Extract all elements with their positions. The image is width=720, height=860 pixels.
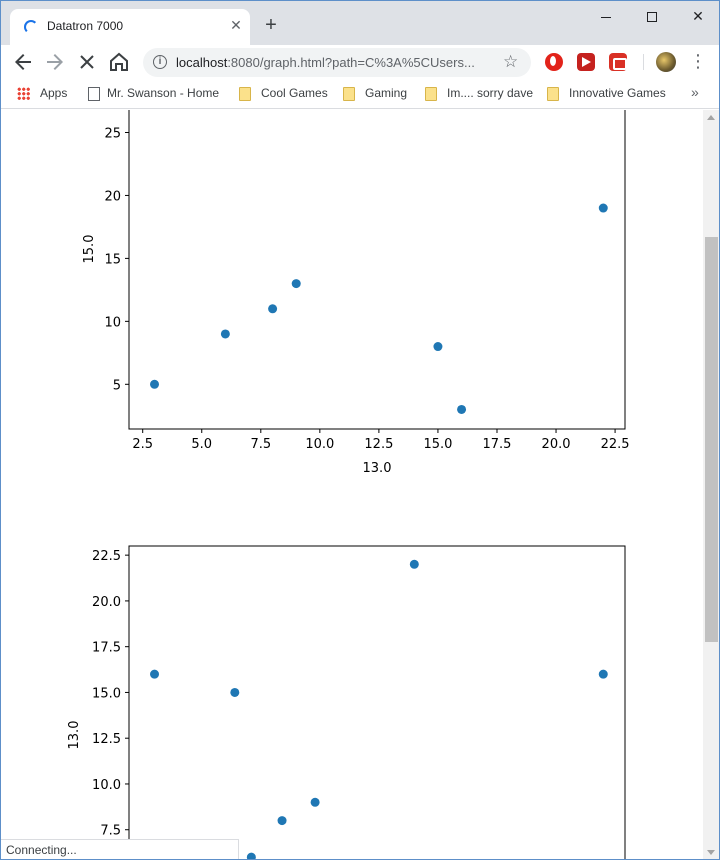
scroll-down-arrow-icon[interactable] [707, 850, 715, 855]
chart1-point-4 [433, 342, 443, 352]
chart1-plot-frame [128, 110, 626, 430]
bookmarks-bar: Apps Mr. Swanson - Home Cool Games Gamin… [1, 79, 719, 109]
chart1-point-1 [220, 329, 230, 339]
status-bubble: Connecting... [1, 839, 239, 859]
tab-strip: Datatron 7000 ✕ + ✕ [1, 1, 719, 45]
chart2-ytick-label-4: 17.5 [92, 641, 121, 656]
chart1-xtick-label-5: 15.0 [423, 437, 452, 452]
forward-arrow-icon [47, 54, 63, 70]
bookmark-sorry-dave[interactable]: Im.... sorry dave [447, 86, 534, 100]
chart2-point-4 [310, 797, 320, 807]
bookmarks-overflow-icon[interactable]: » [691, 84, 699, 100]
menu-dots-icon[interactable]: ⋮ [689, 51, 707, 71]
bookmark-gaming[interactable]: Gaming [365, 86, 408, 100]
url-host: localhost [176, 55, 228, 70]
chart1-ytick-label-2: 15 [104, 252, 121, 267]
opera-extension-icon[interactable] [545, 53, 563, 71]
chart1-point-5 [457, 404, 467, 414]
stop-x-icon [80, 55, 94, 69]
vertical-scrollbar[interactable] [703, 110, 719, 859]
chart2-point-5 [409, 559, 419, 569]
chart1-point-3 [291, 279, 301, 289]
forward-button[interactable] [43, 50, 67, 74]
browser-toolbar: i localhost:8080/graph.html?path=C%3A%5C… [1, 45, 719, 79]
bookmark-innovative-games[interactable]: Innovative Games [569, 86, 666, 100]
chart1-x-axis-label: 13.0 [363, 461, 392, 476]
tab-close-icon[interactable]: ✕ [230, 17, 242, 33]
tab-datatron[interactable]: Datatron 7000 ✕ [10, 9, 250, 45]
scroll-up-arrow-icon[interactable] [707, 115, 715, 120]
url-path: :8080/graph.html?path=C%3A%5CUsers... [227, 55, 475, 70]
stop-button[interactable] [75, 50, 99, 74]
folder-icon [343, 87, 355, 101]
url-text[interactable]: localhost:8080/graph.html?path=C%3A%5CUs… [176, 55, 475, 70]
back-arrow-icon [15, 54, 31, 70]
chart2-ytick-label-3: 15.0 [92, 686, 121, 701]
apps-grid-icon [17, 87, 30, 100]
chart2-point-6 [598, 669, 608, 679]
bookmark-cool-games[interactable]: Cool Games [261, 86, 328, 100]
tab-title: Datatron 7000 [47, 19, 124, 33]
chart2-ytick-label-2: 12.5 [92, 732, 121, 747]
home-icon [110, 52, 128, 71]
chart1-xtick-label-6: 17.5 [483, 437, 512, 452]
home-button[interactable] [107, 50, 131, 74]
info-icon[interactable]: i [153, 55, 167, 69]
chart2-ytick-label-6: 22.5 [92, 549, 121, 564]
chart2-point-0 [150, 669, 160, 679]
chart1-xtick-label-0: 2.5 [132, 437, 153, 452]
chart1-xtick-label-7: 20.0 [542, 437, 571, 452]
chart2-ytick-label-1: 10.0 [92, 778, 121, 793]
chart2-point-2 [246, 852, 256, 859]
minimize-button[interactable] [583, 1, 629, 31]
bookmark-star-icon[interactable]: ☆ [503, 52, 519, 71]
page-content: 5 10 15 20 25 2.5 5.0 7.5 10.0 12.5 15.0 17.5 20.0 22… [1, 110, 703, 859]
folder-icon [547, 87, 559, 101]
chart1-y-axis-label: 15.0 [82, 235, 97, 264]
chart1-xtick-label-2: 7.5 [250, 437, 271, 452]
chart1-ytick-label-0: 5 [113, 378, 121, 393]
maximize-icon [647, 12, 657, 23]
chart2-ytick-label-0: 7.5 [100, 824, 121, 839]
window-close-button[interactable]: ✕ [692, 8, 704, 24]
chart1-xtick-label-3: 10.0 [305, 437, 334, 452]
folder-icon [239, 87, 251, 101]
chart2-plot-frame [128, 545, 626, 859]
chart1-ytick-label-4: 25 [104, 126, 121, 141]
minimize-icon [601, 16, 611, 18]
chart2-y-axis-label: 13.0 [67, 721, 82, 750]
chart1-point-2 [268, 304, 278, 314]
bookmark-mr-swanson[interactable]: Mr. Swanson - Home [107, 86, 220, 100]
scroll-thumb[interactable] [705, 237, 718, 642]
loading-spinner-icon [24, 20, 38, 34]
maximize-button[interactable] [629, 1, 675, 31]
red-extension-icon[interactable] [609, 53, 627, 71]
bookmark-apps[interactable]: Apps [40, 86, 68, 100]
new-tab-button[interactable]: + [265, 14, 277, 36]
charts-canvas: 5 10 15 20 25 2.5 5.0 7.5 10.0 12.5 15.0 17.5 20.0 22… [67, 110, 630, 859]
profile-avatar[interactable] [656, 52, 676, 72]
chart1-point-0 [150, 379, 160, 389]
page-icon [88, 87, 100, 101]
folder-icon [425, 87, 437, 101]
chart1-ytick-label-3: 20 [104, 189, 121, 204]
back-button[interactable] [11, 50, 35, 74]
chart2-point-3 [277, 816, 287, 826]
chart1-xtick-label-4: 12.5 [364, 437, 393, 452]
chart2-ytick-label-5: 20.0 [92, 595, 121, 610]
video-extension-icon[interactable] [577, 53, 595, 71]
chart1-xtick-label-8: 22.5 [601, 437, 630, 452]
chart1-xtick-label-1: 5.0 [191, 437, 212, 452]
toolbar-divider [643, 54, 644, 70]
chart1-ytick-label-1: 10 [104, 315, 121, 330]
address-bar[interactable]: i localhost:8080/graph.html?path=C%3A%5C… [143, 48, 531, 77]
chart1-point-6 [598, 203, 608, 213]
chart2-point-1 [230, 687, 240, 697]
